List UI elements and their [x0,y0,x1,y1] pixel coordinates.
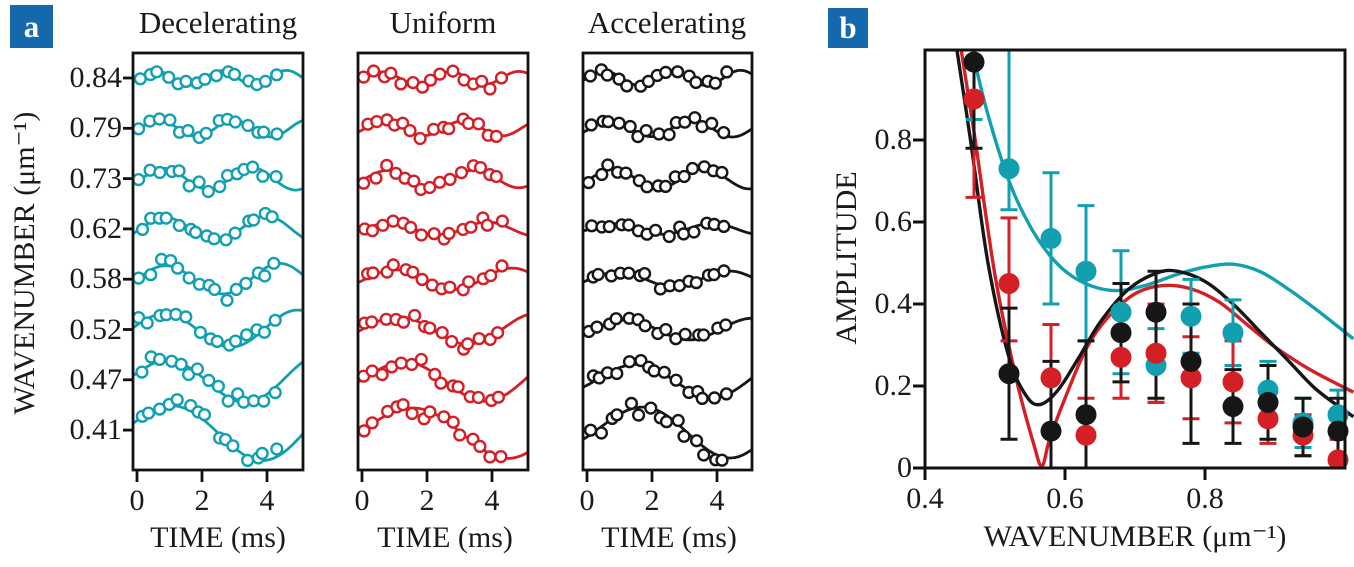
panel-a-title-uniform: Uniform [389,5,497,40]
panel-b-xtick-0.8: 0.8 [1186,482,1224,515]
panel-a-plot-decelerating [123,51,305,482]
plot-frame [581,51,754,472]
waveform-points [358,64,509,96]
waveform-points [583,396,729,467]
panel-a-xtick-2-2: 2 [644,484,660,517]
waveform-points [135,350,282,409]
waveform-points [358,308,505,356]
panel-a-x-axis-label-3: TIME (ms) [601,521,737,554]
panel-a-ytick-0.84: 0.84 [69,61,123,94]
waveform-points [133,160,283,199]
panel-b-ytick-0: 0 [897,451,912,484]
panel-b-x-axis-label: WAVENUMBER (μm⁻¹) [983,520,1287,553]
waveform-points [361,258,509,297]
panel-a-xtick-2-4: 4 [709,484,725,517]
data-points-uniform [963,88,1349,468]
waveform-points [586,354,734,406]
scatter-area [955,50,1354,468]
panel-a-ytick-0.52: 0.52 [69,312,123,346]
panel-b-xtick-0.4: 0.4 [906,482,944,515]
panel-b-ytick-0.2: 0.2 [874,369,913,402]
waveform-area [583,63,752,467]
panel-a-x-axis-label-2: TIME (ms) [377,521,513,554]
waveform-points [585,216,731,244]
panel-a-xtick-2-0: 0 [579,484,595,517]
waveform-points [358,158,503,197]
panel-a-ytick-0.79: 0.79 [69,111,123,145]
panel-a-xtick-1-4: 4 [484,484,500,517]
waveform-points [133,252,281,307]
panel-b-xtick-0.6: 0.6 [1046,482,1084,515]
panel-a-xtick-0-0: 0 [129,484,145,517]
fit-curve-decelerating [970,50,1354,341]
waveform-area [133,65,303,468]
data-points-decelerating [967,50,1349,434]
panel-a-ytick-0.62: 0.62 [69,211,123,245]
panel-a-ytick-0.41: 0.41 [69,413,123,447]
panel-a-title-decelerating: Decelerating [138,5,298,40]
waveform-points [583,63,734,93]
panel-a-ytick-0.58: 0.58 [69,262,123,296]
panel-a-title-accelerating: Accelerating [587,5,747,40]
fit-curve-accelerating [955,50,1354,419]
waveform-points [586,264,731,296]
plot-frame [356,51,530,472]
waveform-points [135,393,284,468]
panel-b-plot [913,48,1354,480]
panel-a-plot-accelerating [581,51,754,482]
panel-a-xtick-1-2: 2 [419,484,435,517]
waveform-points [584,111,731,144]
data-points-accelerating [963,51,1349,442]
waveform-points [583,158,729,194]
panel-a-xtick-1-0: 0 [354,484,370,517]
waveform-points [358,352,506,408]
waveform-points [358,398,508,464]
waveform-points [361,112,504,146]
panel-a-ytick-0.47: 0.47 [69,362,123,396]
waveform-points [133,307,282,352]
panel-a-x-axis-label-1: TIME (ms) [150,521,286,554]
panel-a-ytick-0.73: 0.73 [69,161,123,195]
plot-frame [131,51,305,472]
waveform-points [133,65,284,92]
waveform-points [583,311,733,346]
plot-frame [923,48,1347,470]
panel-b-badge: b [828,8,868,48]
waveform-points [135,206,279,247]
panel-a-badge: a [10,5,53,48]
panel-b-ytick-0.6: 0.6 [874,205,913,238]
waveform-points [358,211,510,246]
panel-a-xtick-0-2: 2 [194,484,210,517]
panel-b-ytick-0.8: 0.8 [874,123,913,156]
waveform-points [133,112,284,145]
panel-a-xtick-0-4: 4 [259,484,275,517]
waveform-area [358,64,528,464]
panel-b-ytick-0.4: 0.4 [874,287,913,320]
panel-a-plot-uniform [356,51,530,482]
